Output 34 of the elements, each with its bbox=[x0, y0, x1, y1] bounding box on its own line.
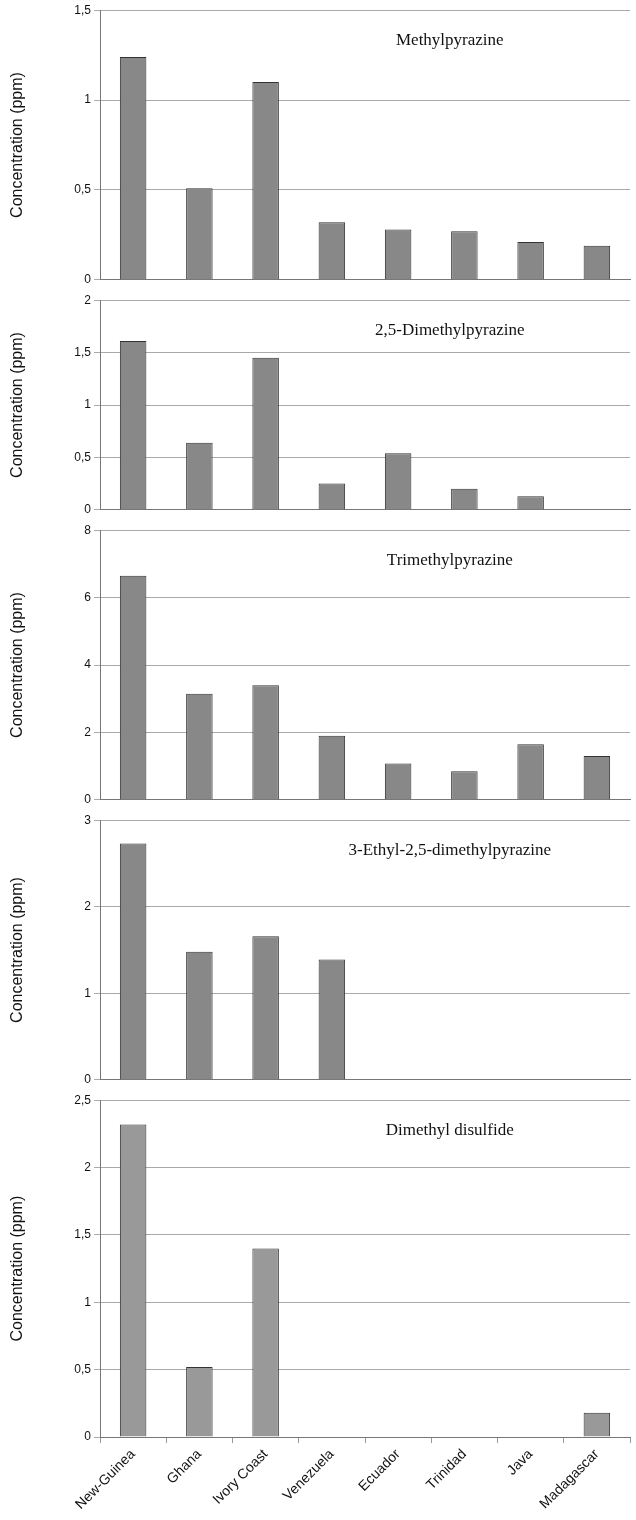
y-tick-label: 1 bbox=[84, 397, 92, 412]
text: 3-Ethyl-2,5-dimethylpyrazine bbox=[348, 839, 552, 859]
y-tick-label: 0,5 bbox=[74, 449, 92, 464]
y-tick-label: 0 bbox=[84, 502, 92, 517]
text: 2,5-Dimethylpyrazine bbox=[374, 319, 525, 339]
y-axis-title: Concentration (ppm) bbox=[8, 332, 26, 478]
y-tick-label: 0 bbox=[84, 1072, 92, 1087]
y-tick-label: 0 bbox=[84, 792, 92, 807]
y-axis-title: Concentration (ppm) bbox=[8, 1195, 26, 1342]
y-tick-label: 2 bbox=[84, 724, 92, 739]
y-tick-label: 3 bbox=[84, 812, 92, 827]
y-tick-label: 6 bbox=[84, 589, 92, 604]
y-axis-title: Concentration (ppm) bbox=[8, 72, 26, 218]
y-tick-label: 1 bbox=[84, 1294, 92, 1309]
y-tick-label: 1,5 bbox=[74, 2, 92, 17]
y-tick-label: 2,5 bbox=[74, 1092, 92, 1107]
text: Trimethylpyrazine bbox=[386, 549, 513, 569]
text: Dimethyl disulfide bbox=[385, 1119, 514, 1139]
y-tick-label: 1,5 bbox=[74, 1227, 92, 1242]
y-tick-label: 0 bbox=[84, 1429, 92, 1444]
y-tick-label: 1 bbox=[84, 985, 92, 1000]
y-tick-label: 0 bbox=[84, 272, 92, 287]
y-tick-label: 1,5 bbox=[74, 344, 92, 359]
y-tick-label: 2 bbox=[84, 899, 92, 914]
y-axis-title: Concentration (ppm) bbox=[8, 592, 26, 738]
y-tick-label: 0,5 bbox=[74, 182, 92, 197]
y-tick-label: 8 bbox=[84, 522, 92, 537]
y-tick-label: 2 bbox=[84, 292, 92, 307]
text: Methylpyrazine bbox=[395, 29, 504, 49]
y-tick-label: 0,5 bbox=[74, 1362, 92, 1377]
y-tick-label: 1 bbox=[84, 92, 92, 107]
y-tick-label: 2 bbox=[84, 1159, 92, 1174]
y-axis-title: Concentration (ppm) bbox=[8, 877, 26, 1023]
y-tick-label: 4 bbox=[84, 657, 92, 672]
